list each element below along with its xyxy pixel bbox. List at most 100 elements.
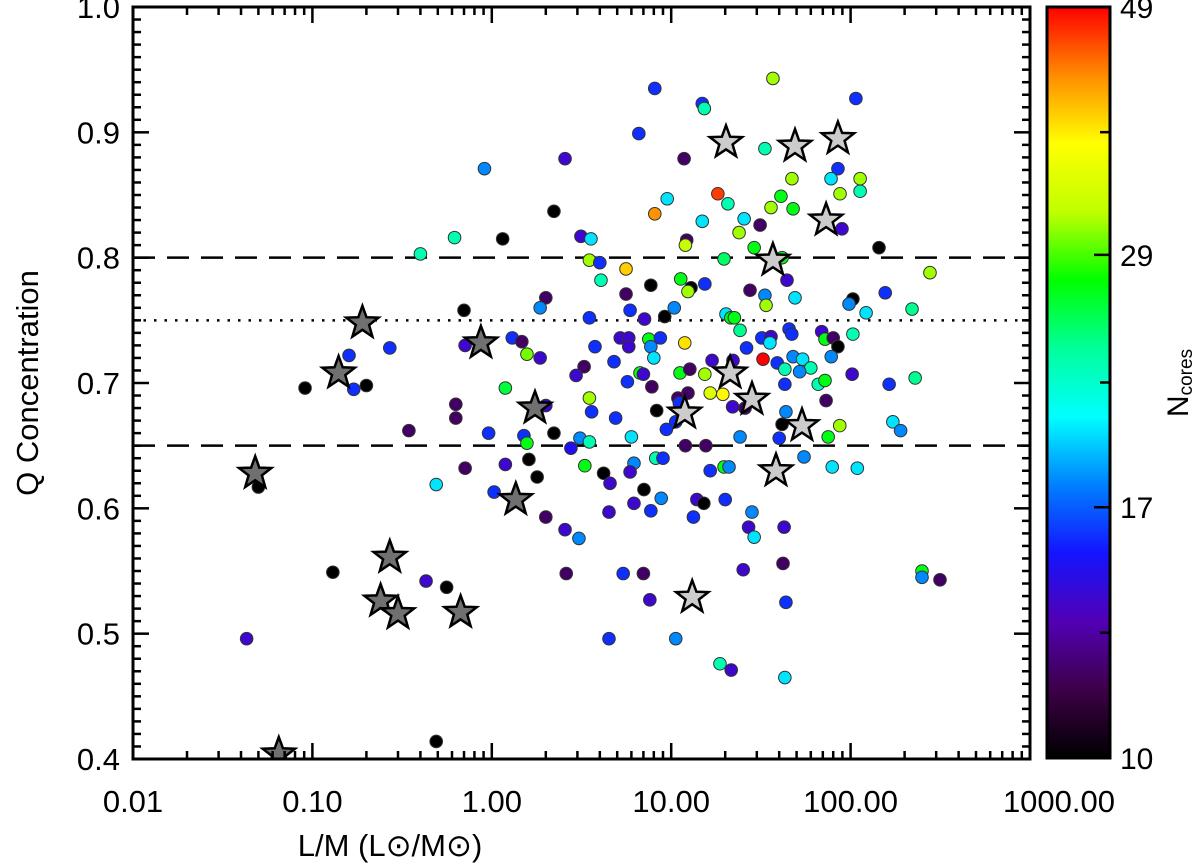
data-point — [582, 391, 597, 405]
data-point — [449, 397, 463, 412]
dark-star-point — [342, 302, 383, 340]
data-point — [747, 530, 761, 544]
data-point — [659, 422, 674, 437]
dark-star-point — [461, 322, 501, 360]
data-point — [772, 431, 787, 445]
data-point — [558, 522, 572, 537]
data-point — [853, 171, 867, 186]
data-point — [677, 336, 692, 350]
data-point — [498, 457, 513, 472]
data-point — [780, 273, 794, 288]
y-tick-label: 1.0 — [77, 0, 120, 25]
data-point — [686, 510, 701, 524]
data-point — [359, 378, 374, 393]
data-point — [792, 364, 807, 379]
x-tick-label: 1.00 — [462, 784, 522, 819]
data-point — [636, 566, 651, 581]
data-point — [239, 631, 254, 646]
data-point — [785, 171, 799, 186]
data-point — [819, 393, 833, 408]
data-point — [657, 309, 672, 324]
data-point — [739, 341, 754, 355]
data-point — [439, 580, 454, 595]
data-point — [515, 334, 529, 349]
y-tick-labels: 1.0 0.9 0.8 0.7 0.6 0.5 0.4 — [77, 0, 120, 777]
data-point — [846, 327, 860, 341]
data-point — [722, 460, 736, 474]
dark-star-point — [440, 591, 481, 630]
colorbar-title: Ncores — [1162, 349, 1197, 417]
data-point — [821, 430, 835, 444]
data-point — [593, 255, 607, 270]
data-point — [766, 71, 780, 86]
data-point — [711, 186, 725, 201]
data-point — [481, 426, 496, 440]
data-point — [747, 240, 761, 255]
data-point — [845, 367, 859, 382]
data-point — [850, 461, 865, 476]
data-point — [763, 336, 777, 350]
data-point — [588, 339, 602, 354]
data-point — [915, 570, 929, 585]
colorbar-title-main: N — [1162, 395, 1195, 417]
data-point — [908, 371, 922, 385]
y-tick-label: 0.6 — [77, 491, 120, 526]
light-star-point — [782, 404, 822, 443]
data-point — [645, 379, 659, 394]
data-point — [413, 247, 428, 261]
data-points — [235, 71, 947, 759]
data-point — [559, 566, 574, 581]
data-point — [788, 290, 802, 305]
data-point — [893, 423, 908, 438]
data-point — [833, 186, 847, 201]
colorbar-title-sub: cores — [1176, 349, 1197, 395]
data-point — [342, 348, 356, 363]
data-point — [673, 272, 688, 286]
data-point — [824, 349, 839, 364]
data-point — [886, 415, 900, 429]
data-point — [668, 631, 683, 646]
x-tick-label: 1000.00 — [1003, 784, 1115, 819]
data-point — [602, 505, 616, 519]
data-point — [832, 418, 847, 433]
dark-star-point — [378, 592, 418, 631]
x-tick-labels: 0.01 0.10 1.00 10.00 100.00 1000.00 — [103, 784, 1115, 819]
data-point — [681, 284, 695, 299]
data-point — [647, 351, 661, 365]
data-point — [582, 435, 597, 449]
data-point — [776, 556, 790, 571]
data-point — [623, 303, 637, 318]
data-point — [577, 359, 591, 374]
colorbar: 49 29 17 10 Ncores — [1045, 0, 1197, 776]
dark-star-point — [496, 478, 536, 517]
data-point — [831, 339, 845, 354]
data-point — [764, 200, 778, 215]
data-point — [636, 367, 651, 382]
data-point — [698, 367, 712, 382]
data-point — [530, 470, 544, 484]
data-point — [683, 362, 697, 377]
data-point — [620, 374, 635, 389]
data-point — [547, 204, 561, 219]
data-point — [382, 341, 397, 355]
data-point — [725, 400, 740, 414]
data-point — [547, 426, 561, 440]
data-point — [698, 277, 712, 291]
data-point — [859, 306, 873, 320]
data-point — [498, 381, 513, 395]
data-point — [647, 81, 662, 96]
data-point — [520, 436, 534, 450]
reference-lines — [133, 256, 1030, 447]
data-point — [637, 482, 651, 497]
data-point — [717, 252, 731, 266]
data-point — [724, 663, 739, 677]
light-star-point — [806, 199, 846, 237]
data-point — [632, 126, 646, 141]
data-point — [716, 387, 730, 402]
light-star-point — [672, 576, 712, 615]
data-point — [477, 161, 492, 176]
data-point — [678, 438, 693, 453]
data-point — [695, 214, 710, 229]
y-tick-label: 0.7 — [77, 366, 120, 401]
